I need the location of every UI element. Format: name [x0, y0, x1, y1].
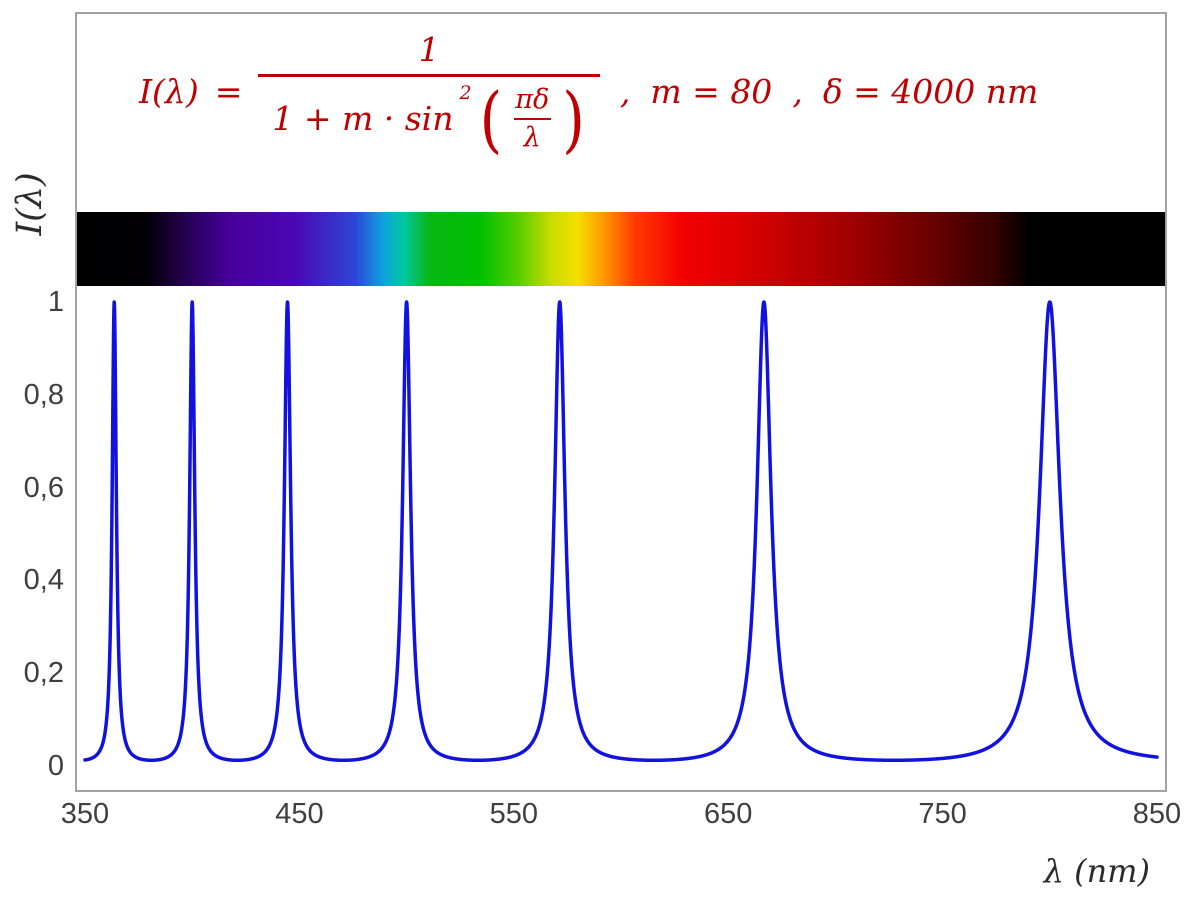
y-axis-title: I(λ) — [10, 172, 50, 236]
y-tick-label: 0,4 — [23, 564, 64, 597]
intensity-formula: I(λ) = 1 1 + m · sin 2 ( πδ λ ) , m = 80 … — [139, 30, 1039, 161]
formula-fraction: 1 1 + m · sin 2 ( πδ λ ) — [258, 30, 600, 161]
param-m: m = 80 — [650, 72, 773, 111]
inner-numerator: πδ — [515, 84, 550, 115]
x-axis-title: λ (nm) — [1043, 852, 1150, 890]
formula-lhs: I(λ) — [139, 72, 199, 111]
plot-frame: I(λ) = 1 1 + m · sin 2 ( πδ λ ) , m = 80 … — [75, 12, 1167, 792]
sin-exponent: 2 — [459, 82, 472, 104]
x-tick-label: 750 — [918, 798, 967, 830]
close-paren: ) — [562, 76, 585, 161]
formula-equals: = — [214, 72, 243, 111]
fraction-denominator: 1 + m · sin 2 ( πδ λ ) — [258, 74, 600, 161]
formula-comma-2: , — [792, 72, 803, 111]
y-tick-label: 1 — [47, 286, 64, 318]
x-tick-label: 650 — [703, 798, 753, 830]
denominator-text: 1 + m · sin — [272, 99, 454, 138]
airy-function-curve — [83, 300, 1159, 763]
x-tick-label: 350 — [60, 798, 110, 830]
y-tick-label: 0,8 — [23, 378, 64, 411]
x-tick-label: 450 — [275, 798, 324, 830]
y-tick-label: 0,6 — [23, 471, 64, 504]
fraction-numerator: 1 — [418, 30, 440, 69]
x-tick-label: 850 — [1132, 798, 1182, 830]
visible-spectrum-bar — [77, 212, 1165, 286]
y-tick-label: 0,2 — [23, 657, 64, 690]
x-tick-label: 550 — [489, 798, 538, 830]
intensity-curve-plot — [83, 300, 1159, 763]
param-delta: δ = 4000 nm — [822, 72, 1039, 111]
open-paren: ( — [479, 76, 503, 161]
y-tick-label: 0 — [47, 750, 64, 782]
inner-denominator: λ — [513, 118, 551, 153]
formula-comma-1: , — [619, 72, 631, 111]
inner-fraction: πδ λ — [510, 84, 554, 153]
